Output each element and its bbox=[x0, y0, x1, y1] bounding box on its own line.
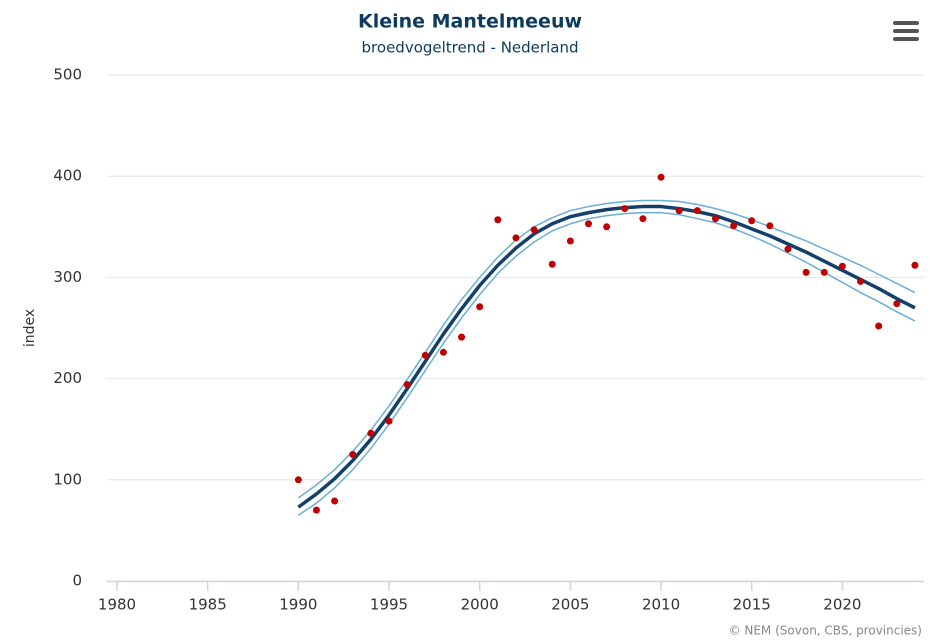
data-point bbox=[331, 497, 339, 505]
data-point bbox=[367, 429, 375, 437]
data-point bbox=[421, 351, 429, 359]
data-point bbox=[693, 207, 701, 215]
menu-bar[interactable] bbox=[893, 29, 919, 33]
data-point bbox=[820, 268, 828, 276]
data-point bbox=[711, 215, 719, 223]
x-tick-label: 1990 bbox=[279, 596, 317, 614]
y-axis-title: index bbox=[22, 309, 38, 347]
credit: © NEM (Sovon, CBS, provincies) bbox=[729, 624, 922, 638]
data-point bbox=[675, 207, 683, 215]
data-point bbox=[494, 216, 502, 224]
data-point bbox=[893, 300, 901, 308]
data-point bbox=[312, 506, 320, 514]
x-tick-label: 2005 bbox=[551, 596, 589, 614]
y-tick-label: 300 bbox=[53, 268, 82, 286]
data-point bbox=[748, 217, 756, 225]
data-point bbox=[439, 348, 447, 356]
data-point bbox=[585, 220, 593, 228]
data-point bbox=[530, 226, 538, 234]
x-tick-label: 1980 bbox=[98, 596, 136, 614]
data-point bbox=[476, 303, 484, 311]
y-tick-label: 200 bbox=[53, 369, 82, 387]
data-point bbox=[603, 223, 611, 231]
trend-line bbox=[297, 199, 916, 499]
data-point bbox=[349, 451, 357, 458]
data-point bbox=[403, 381, 411, 389]
data-point bbox=[621, 205, 629, 213]
data-point bbox=[566, 237, 574, 245]
x-tick-label: 2020 bbox=[823, 596, 861, 614]
data-point bbox=[458, 333, 466, 341]
data-point bbox=[857, 277, 865, 285]
x-tick-label: 2010 bbox=[642, 596, 680, 614]
data-point bbox=[766, 222, 774, 230]
data-point bbox=[911, 261, 919, 269]
x-tick-label: 2015 bbox=[733, 596, 771, 614]
data-point bbox=[784, 245, 792, 253]
y-tick-label: 500 bbox=[53, 66, 82, 84]
data-point bbox=[875, 322, 883, 330]
x-tick-label: 2000 bbox=[461, 596, 499, 614]
data-point bbox=[385, 417, 393, 425]
trend-line bbox=[297, 204, 916, 509]
data-point bbox=[838, 262, 846, 270]
data-point bbox=[548, 260, 556, 268]
x-tick-label: 1995 bbox=[370, 596, 408, 614]
data-point bbox=[639, 215, 647, 223]
data-point bbox=[802, 268, 810, 276]
data-point bbox=[657, 173, 665, 181]
menu-bar[interactable] bbox=[893, 37, 919, 41]
trend-line bbox=[297, 211, 916, 516]
y-tick-label: 0 bbox=[72, 572, 82, 590]
y-tick-label: 400 bbox=[53, 167, 82, 185]
data-point bbox=[512, 234, 520, 242]
x-tick-label: 1985 bbox=[189, 596, 227, 614]
y-tick-label: 100 bbox=[53, 470, 82, 488]
menu-bar[interactable] bbox=[893, 21, 919, 25]
chart-title: Kleine Mantelmeeuw bbox=[358, 11, 582, 33]
menu-button[interactable] bbox=[893, 21, 919, 41]
data-point bbox=[730, 222, 738, 230]
data-point bbox=[294, 476, 302, 484]
chart-subtitle: broedvogeltrend - Nederland bbox=[362, 39, 579, 57]
